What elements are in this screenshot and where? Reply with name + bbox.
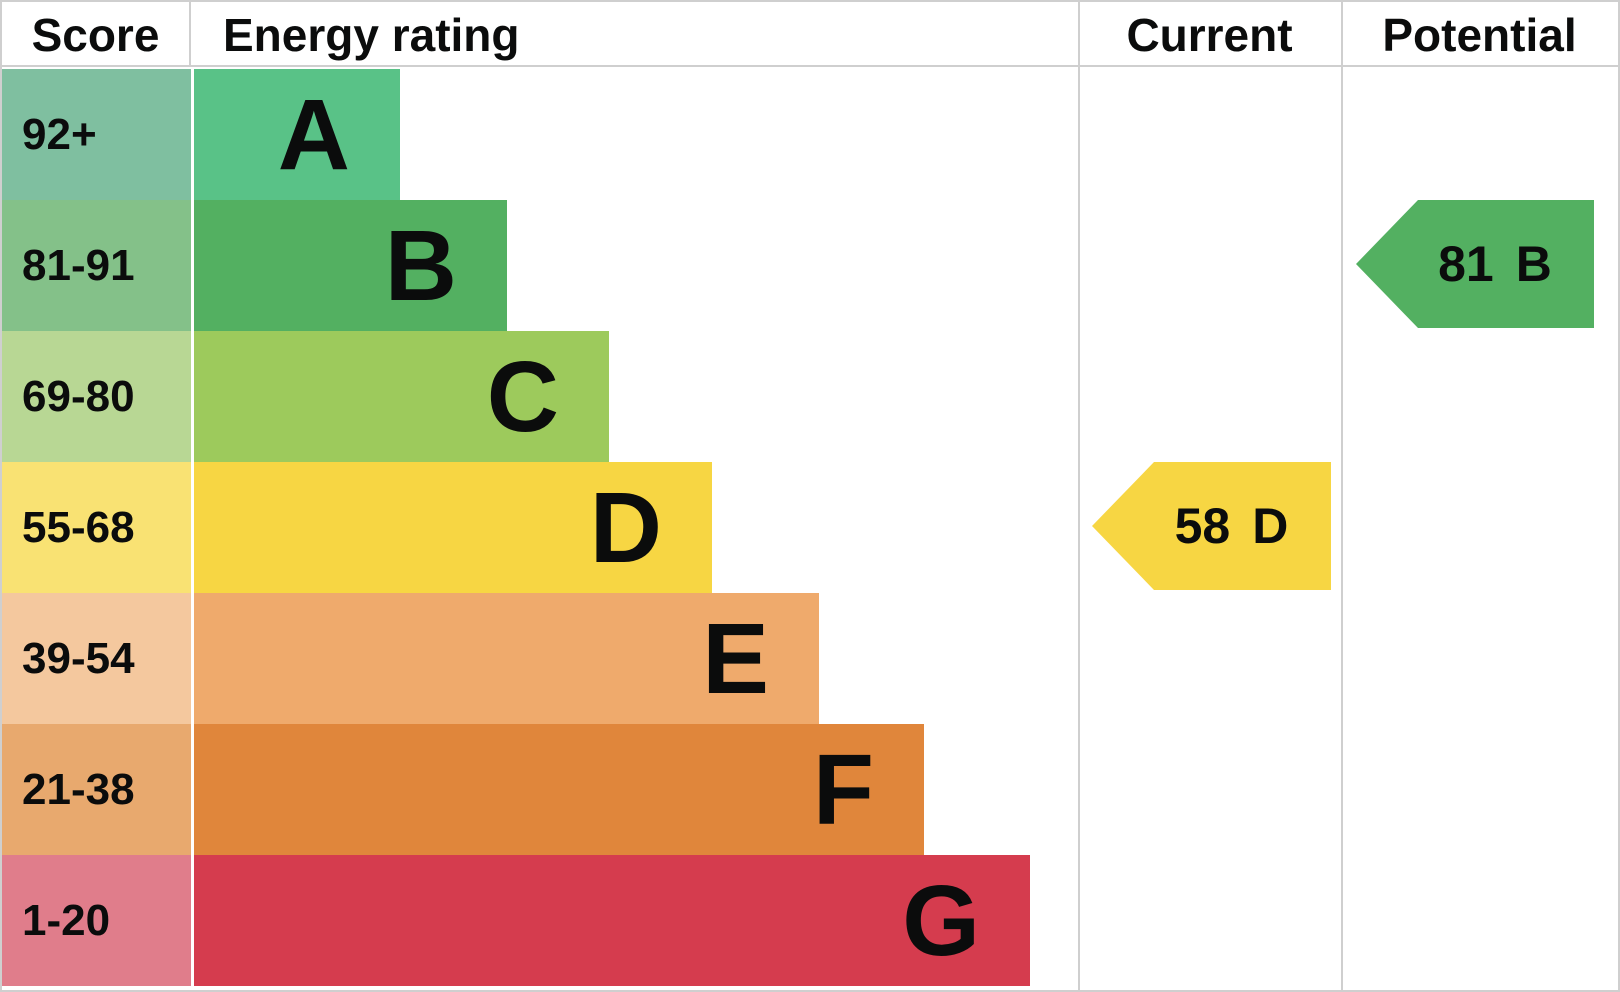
rating-bar: D [194,462,712,593]
chart-header: Score Energy rating Current Potential [2,2,1618,67]
score-cell: 69-80 [2,331,191,462]
current-rating-band-letter: D [1252,498,1289,554]
rating-letter: C [486,340,559,453]
header-energy-rating-label: Energy rating [223,8,520,61]
current-rating-value: 58 [1174,498,1231,554]
rating-bar: A [194,69,400,200]
rating-bar: F [194,724,924,855]
score-cell: 21-38 [2,724,191,855]
score-cell: 55-68 [2,462,191,593]
score-cell: 1-20 [2,855,191,986]
rating-letter: D [589,471,662,584]
score-cell: 39-54 [2,593,191,724]
band-row-b: 81-91 B [2,200,1618,331]
band-row-e: 39-54 E [2,593,1618,724]
header-current-label: Current [1126,8,1293,61]
score-cell: 92+ [2,69,191,200]
band-row-f: 21-38 F [2,724,1618,855]
rating-bar: E [194,593,819,724]
band-row-c: 69-80 C [2,331,1618,462]
band-row-a: 92+ A [2,69,1618,200]
rating-letter: E [702,602,769,715]
potential-column-divider [1341,2,1343,990]
rating-bar: G [194,855,1030,986]
rating-letter: G [902,864,980,977]
rating-letter: B [384,209,457,322]
rating-bar: C [194,331,609,462]
score-cell: 81-91 [2,200,191,331]
current-column-divider [1078,2,1080,990]
header-score-label: Score [2,2,191,67]
rating-letter: F [812,733,874,846]
band-row-g: 1-20 G [2,855,1618,986]
potential-rating-value: 81 [1438,236,1494,292]
band-rows: 92+ A 81-91 B 69-80 C 55-68 D 39-54 [2,69,1618,986]
band-row-d: 55-68 D [2,462,1618,593]
rating-bar: B [194,200,507,331]
potential-rating-band-letter: B [1515,236,1552,292]
header-potential-label: Potential [1382,8,1577,61]
rating-letter: A [277,78,350,191]
